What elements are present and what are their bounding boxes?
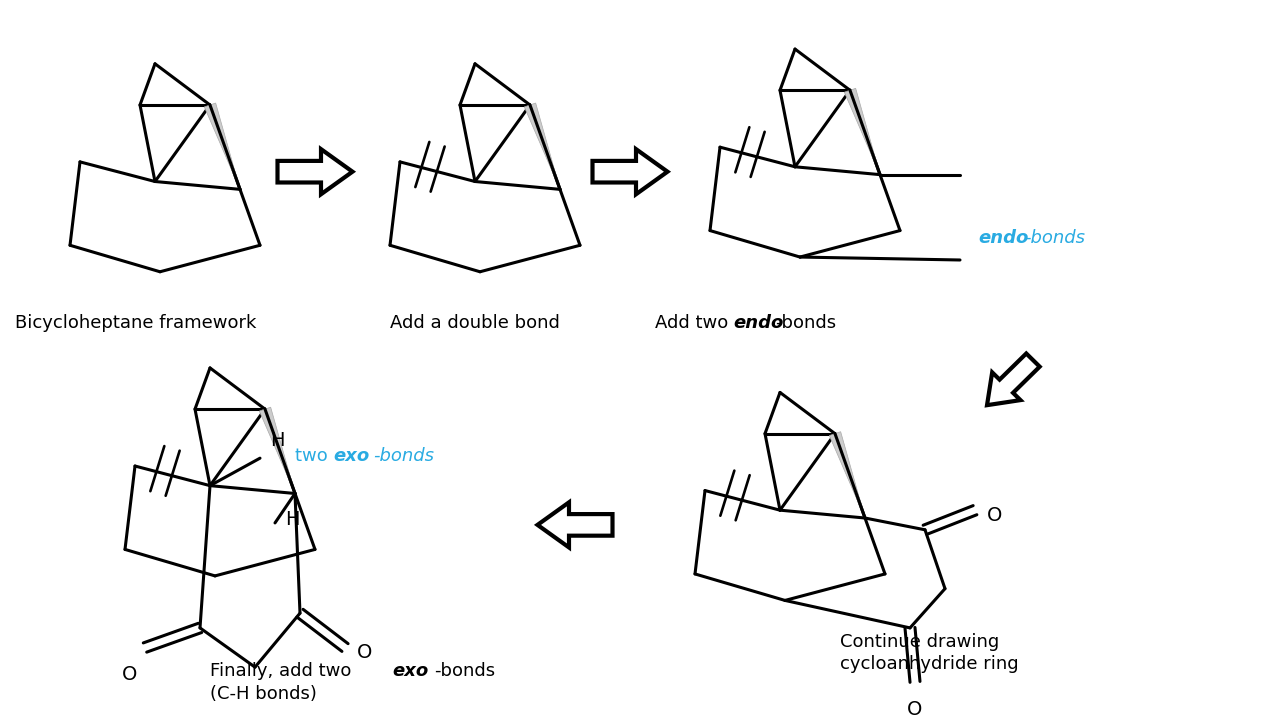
- Text: H: H: [285, 510, 300, 529]
- Text: H: H: [270, 431, 284, 450]
- Text: cycloanhydride ring: cycloanhydride ring: [840, 655, 1019, 673]
- Text: O: O: [908, 700, 923, 719]
- Polygon shape: [845, 89, 881, 175]
- Text: -bonds: -bonds: [434, 662, 495, 680]
- Polygon shape: [260, 408, 294, 493]
- Polygon shape: [538, 503, 613, 547]
- Polygon shape: [593, 149, 667, 194]
- Polygon shape: [829, 432, 865, 518]
- Text: O: O: [987, 505, 1002, 525]
- Polygon shape: [205, 103, 241, 189]
- Text: endo: endo: [978, 228, 1028, 246]
- Polygon shape: [525, 103, 561, 189]
- Text: Bicycloheptane framework: Bicycloheptane framework: [15, 314, 256, 332]
- Text: -bonds: -bonds: [372, 447, 434, 465]
- Text: endo: endo: [733, 314, 783, 332]
- Text: two: two: [294, 447, 334, 465]
- Text: (C-H bonds): (C-H bonds): [210, 685, 317, 703]
- Polygon shape: [987, 354, 1039, 405]
- Text: O: O: [123, 665, 138, 684]
- Text: exo: exo: [392, 662, 429, 680]
- Text: O: O: [357, 643, 372, 662]
- Polygon shape: [278, 149, 352, 194]
- Text: exo: exo: [333, 447, 369, 465]
- Text: Add a double bond: Add a double bond: [390, 314, 559, 332]
- Text: Finally, add two: Finally, add two: [210, 662, 357, 680]
- Text: -bonds: -bonds: [774, 314, 836, 332]
- Text: -bonds: -bonds: [1024, 228, 1085, 246]
- Text: Continue drawing: Continue drawing: [840, 633, 1000, 651]
- Text: Add two: Add two: [655, 314, 733, 332]
